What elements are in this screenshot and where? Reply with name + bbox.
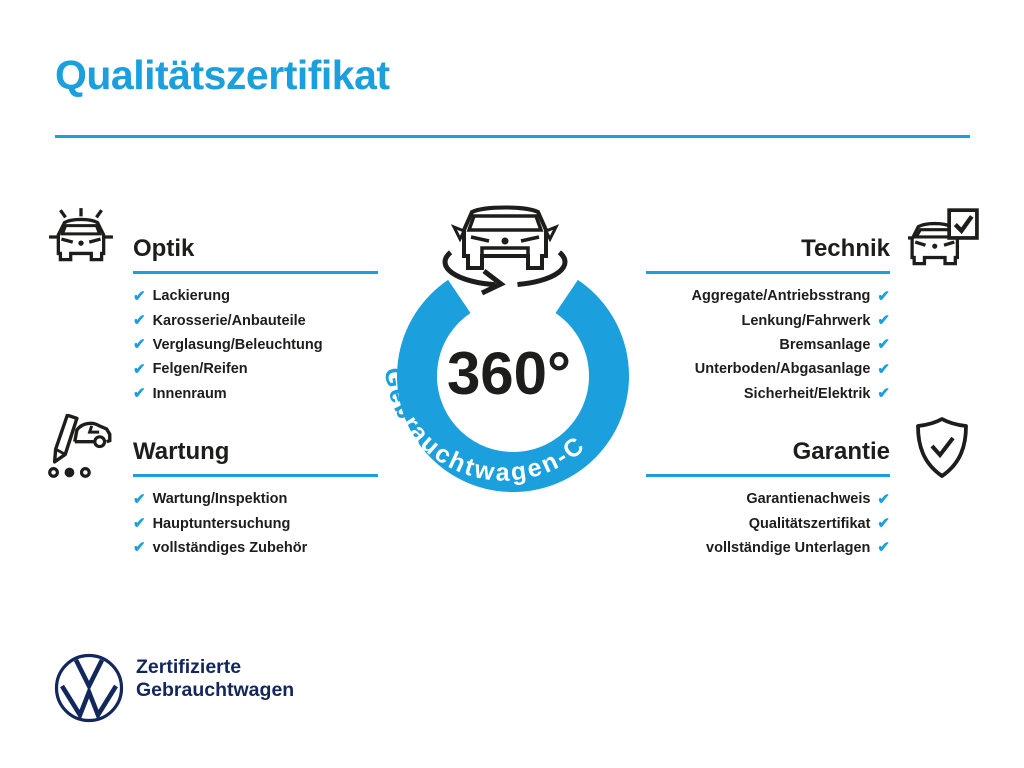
checklist-item: ✔ vollständiges Zubehör: [133, 536, 378, 560]
check-icon: ✔: [133, 515, 146, 533]
checklist-item-label: Sicherheit/Elektrik: [743, 385, 871, 402]
check-icon: ✔: [133, 539, 146, 557]
checklist-item: ✔ Karosserie/Anbauteile: [133, 308, 378, 332]
checklist-item: ✔ Innenraum: [133, 382, 378, 406]
section-title: Technik: [801, 235, 890, 262]
rotation-arrow-icon: [442, 250, 568, 296]
brand-line2: Gebrauchtwagen: [136, 679, 295, 701]
section-garantie: Garantie ✔ Garantienachweis ✔ Qualitätszer…: [646, 439, 890, 560]
page-title: Qualitätszertifikat: [55, 52, 390, 98]
checklist-item: ✔ Wartung/Inspektion: [133, 487, 378, 511]
checklist-item-label: Verglasung/Beleuchtung: [152, 336, 323, 353]
check-icon: ✔: [877, 385, 890, 403]
checklist-item-label: Wartung/Inspektion: [152, 491, 288, 508]
checklist-item: ✔ Hauptuntersuchung: [133, 511, 378, 535]
checklist-item-label: Aggregate/Antriebsstrang: [691, 288, 871, 305]
section-technik: Technik ✔ Aggregate/Antriebsstrang ✔ Lenku…: [646, 236, 890, 406]
checklist-item-label: Innenraum: [152, 385, 227, 402]
check-icon: ✔: [877, 539, 890, 557]
checklist-item: ✔ Qualitätszertifikat: [646, 511, 890, 535]
pencil-and-car-service-icon: [48, 414, 112, 478]
section-title: Optik: [133, 235, 195, 262]
check-icon: ✔: [133, 312, 146, 330]
car-360-rotation-icon: [450, 205, 560, 270]
check-icon: ✔: [877, 490, 890, 508]
check-icon: ✔: [133, 287, 146, 305]
shield-check-icon: [916, 417, 968, 478]
checklist-item: ✔ Lenkung/Fahrwerk: [646, 308, 891, 332]
section-wartung: Wartung ✔ Wartung/Inspektion ✔ Hauptunters…: [133, 439, 378, 560]
checklist-item: ✔ Felgen/Reifen: [133, 357, 378, 381]
title-divider: [55, 135, 970, 138]
checklist-item: ✔ Bremsanlage: [646, 333, 890, 357]
checklist-item: ✔ Verglasung/Beleuchtung: [133, 333, 378, 357]
check-icon: ✔: [877, 360, 890, 378]
degree-label: 360°: [447, 340, 571, 407]
checklist-item-label: Hauptuntersuchung: [152, 515, 291, 532]
check-icon: ✔: [877, 515, 890, 533]
section-divider: [133, 271, 378, 274]
checklist-item: ✔ Sicherheit/Elektrik: [646, 382, 890, 406]
section-optik: Optik ✔ Lackierung ✔ Karosserie/Anbauteile…: [133, 236, 378, 406]
checklist-item-label: Bremsanlage: [779, 336, 871, 353]
check-icon: ✔: [877, 287, 890, 305]
checklist: ✔ Aggregate/Antriebsstrang ✔ Lenkung/Fahrw…: [646, 284, 890, 406]
checklist-item: ✔ Aggregate/Antriebsstrang: [646, 284, 890, 308]
car-with-checked-box-icon: [908, 208, 979, 266]
checklist-item-label: Felgen/Reifen: [152, 361, 248, 378]
section-divider: [646, 474, 890, 477]
checklist-item-label: Lackierung: [152, 288, 230, 305]
checklist-item-label: vollständiges Zubehör: [152, 539, 308, 556]
checklist-item: ✔ Unterboden/Abgasanlage: [646, 357, 890, 381]
checklist-item-label: Qualitätszertifikat: [748, 515, 871, 532]
check-icon: ✔: [133, 360, 146, 378]
checklist-item-label: vollständige Unterlagen: [706, 539, 871, 556]
section-title: Garantie: [792, 438, 890, 465]
checklist-item-label: Karosserie/Anbauteile: [152, 312, 306, 329]
checklist-item-label: Lenkung/Fahrwerk: [741, 312, 871, 329]
shiny-car-front-icon: [49, 208, 113, 262]
checklist-item: ✔ vollständige Unterlagen: [646, 536, 890, 560]
360-check-badge: Gebrauchtwagen-Check 360°: [379, 205, 629, 492]
checklist-item-label: Garantienachweis: [746, 491, 871, 508]
check-icon: ✔: [133, 336, 146, 354]
check-icon: ✔: [133, 490, 146, 508]
section-title: Wartung: [133, 438, 230, 465]
section-divider: [646, 271, 890, 274]
check-icon: ✔: [877, 312, 890, 330]
ring-arc: [397, 279, 629, 492]
checklist: ✔ Lackierung ✔ Karosserie/Anbauteile ✔ Verg…: [133, 284, 378, 406]
checklist: ✔ Garantienachweis ✔ Qualitätszertifikat ✔…: [646, 487, 890, 560]
checklist-item-label: Unterboden/Abgasanlage: [694, 361, 871, 378]
checklist-item: ✔ Lackierung: [133, 284, 378, 308]
check-icon: ✔: [877, 336, 890, 354]
checklist: ✔ Wartung/Inspektion ✔ Hauptuntersuchung ✔…: [133, 487, 378, 560]
checklist-item: ✔ Garantienachweis: [646, 487, 890, 511]
section-divider: [133, 474, 378, 477]
check-icon: ✔: [133, 385, 146, 403]
vw-roundel-logo: [54, 653, 124, 723]
brand-text: Zertifizierte Gebrauchtwagen: [136, 656, 294, 702]
brand-line1: Zertifizierte: [136, 656, 242, 678]
